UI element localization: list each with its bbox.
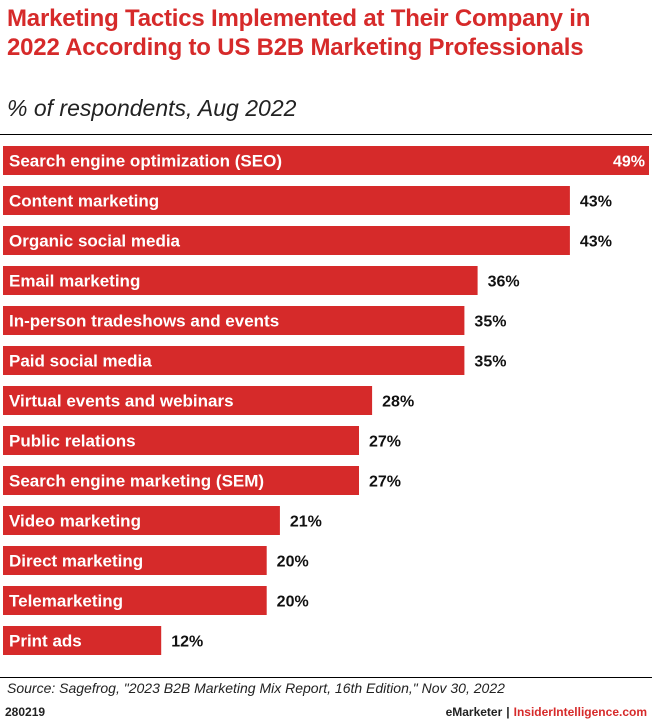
bar-5 — [3, 346, 465, 375]
bar-7 — [3, 426, 359, 455]
bar-9 — [3, 506, 280, 535]
bar-11 — [3, 586, 267, 615]
bottom-divider — [0, 677, 652, 678]
bar-12 — [3, 626, 162, 655]
value-label-10: 20% — [277, 554, 309, 571]
top-divider — [0, 134, 652, 135]
category-label-4: In-person tradeshows and events — [9, 312, 279, 331]
category-label-1: Content marketing — [9, 192, 159, 211]
value-label-11: 20% — [277, 594, 309, 611]
category-label-9: Video marketing — [9, 512, 141, 531]
category-label-11: Telemarketing — [9, 592, 123, 611]
bar-2 — [3, 226, 570, 255]
category-label-2: Organic social media — [9, 232, 181, 251]
category-label-6: Virtual events and webinars — [9, 392, 234, 411]
brand-site-link[interactable]: InsiderIntelligence.com — [513, 705, 647, 719]
category-label-10: Direct marketing — [9, 552, 143, 571]
footer-brand: eMarketer | InsiderIntelligence.com — [446, 705, 647, 719]
bar-4 — [3, 306, 465, 335]
bar-3 — [3, 266, 478, 295]
value-label-9: 21% — [290, 514, 322, 531]
value-label-2: 43% — [580, 234, 612, 251]
value-label-3: 36% — [488, 274, 520, 291]
category-label-0: Search engine optimization (SEO) — [9, 152, 282, 171]
category-label-12: Print ads — [9, 632, 82, 651]
value-label-12: 12% — [171, 634, 203, 651]
bar-10 — [3, 546, 267, 575]
source-note: Source: Sagefrog, "2023 B2B Marketing Mi… — [7, 680, 505, 696]
category-label-8: Search engine marketing (SEM) — [9, 472, 264, 491]
brand-name: eMarketer — [445, 705, 503, 719]
bar-1 — [3, 186, 570, 215]
bar-chart: Search engine optimization (SEO) 49% Conte… — [3, 146, 649, 655]
value-label-5: 35% — [474, 354, 506, 371]
category-label-7: Public relations — [9, 432, 136, 451]
value-label-6: 28% — [382, 394, 414, 411]
category-label-5: Paid social media — [9, 352, 152, 371]
chart-title: Marketing Tactics Implemented at Their C… — [7, 5, 591, 61]
bar-0 — [3, 146, 649, 175]
value-label-1: 43% — [580, 194, 612, 211]
chart-subtitle: % of respondents, Aug 2022 — [7, 95, 297, 121]
bar-8 — [3, 466, 359, 495]
value-label-0: 49% — [613, 154, 645, 171]
category-label-3: Email marketing — [9, 272, 140, 291]
value-label-4: 35% — [474, 314, 506, 331]
value-label-8: 27% — [369, 474, 401, 491]
brand-separator: | — [506, 705, 510, 719]
chart-id: 280219 — [5, 705, 46, 719]
bar-6 — [3, 386, 373, 415]
value-label-7: 27% — [369, 434, 401, 451]
